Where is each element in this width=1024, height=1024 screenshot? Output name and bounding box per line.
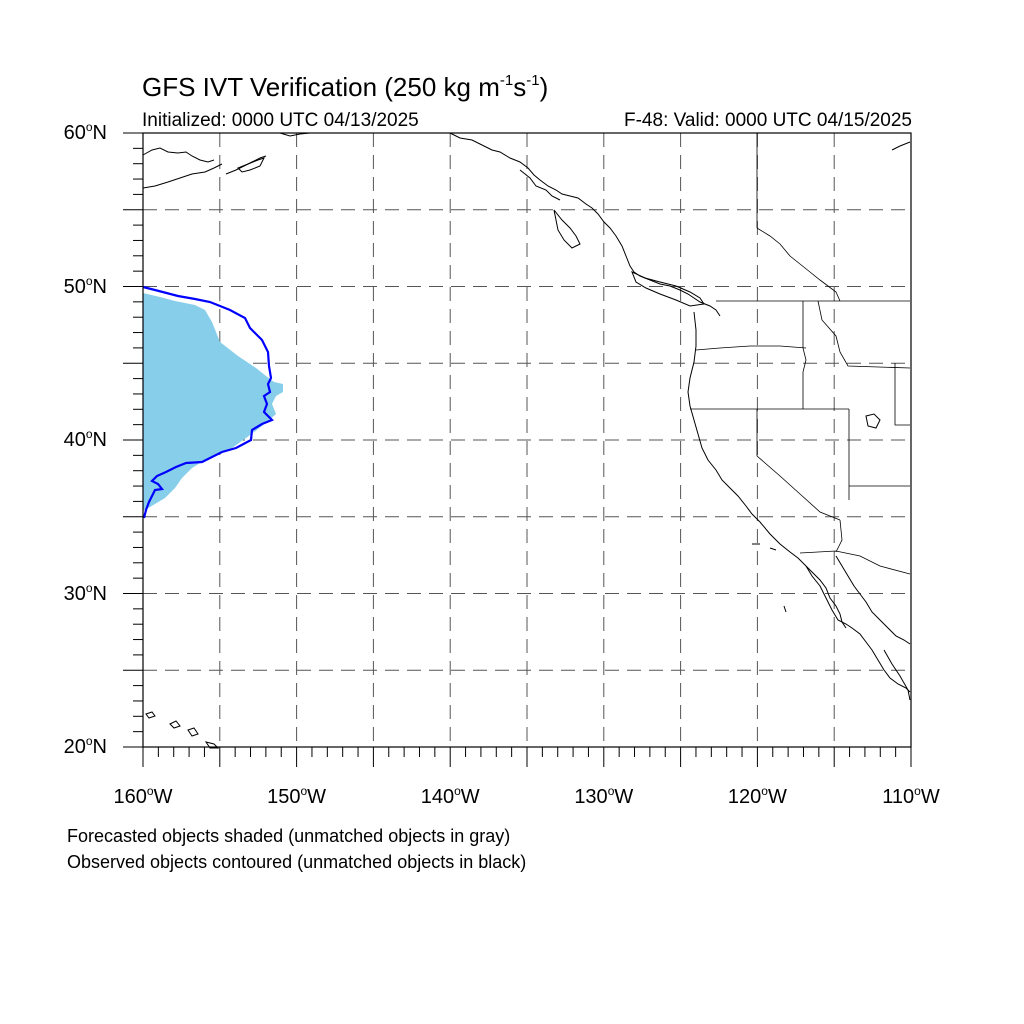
idaho-montana-border — [817, 300, 911, 369]
graticule — [143, 133, 911, 747]
hemisphere: W — [460, 786, 480, 808]
plot-frame — [142, 132, 912, 748]
hawaii-island-4 — [204, 741, 220, 749]
title-unit-s: s — [513, 72, 527, 102]
lon-label-120: 120oW — [707, 784, 807, 809]
bc-coast-detail — [519, 169, 561, 201]
gulf-of-california — [835, 555, 911, 645]
degree-sign: o — [85, 734, 93, 748]
hemisphere: N — [92, 429, 107, 451]
lat-value: 60 — [63, 122, 86, 144]
valid-time-label: F-48: Valid: 0000 UTC 04/15/2025 — [624, 110, 912, 131]
bc-islands — [553, 209, 581, 249]
initialized-label: Initialized: 0000 UTC 04/13/2025 — [142, 110, 419, 131]
lat-value: 50 — [63, 275, 86, 298]
alaska-south-coast — [142, 163, 223, 189]
wyoming-border — [894, 363, 910, 426]
political-borders — [690, 133, 911, 575]
coastlines — [142, 132, 911, 749]
hemisphere: W — [920, 786, 940, 808]
lat-label-30: 30oN — [17, 581, 107, 606]
lon-label-130: 130oW — [554, 784, 654, 809]
mexico-coast — [883, 649, 911, 701]
legend-forecast-note: Forecasted objects shaded (unmatched obj… — [67, 826, 511, 846]
hemisphere: W — [767, 786, 787, 808]
lon-value: 150 — [267, 786, 301, 808]
lon-value: 160 — [113, 786, 147, 808]
lon-label-150: 150oW — [247, 784, 347, 809]
lon-value: 110 — [882, 786, 915, 808]
degree-sign: o — [454, 784, 461, 798]
hemisphere: N — [92, 736, 107, 758]
hemisphere: W — [614, 786, 634, 808]
lon-label-110: 110oW — [861, 784, 961, 809]
idaho-west-border — [802, 301, 807, 409]
degree-sign: o — [607, 784, 615, 798]
legend-observed-note: Observed objects contoured (unmatched ob… — [67, 852, 527, 872]
degree-sign: o — [85, 273, 93, 288]
title-suffix: ) — [539, 72, 549, 102]
lat-value: 40 — [63, 429, 86, 451]
lon-label-140: 140oW — [400, 784, 500, 809]
west-coast — [687, 311, 847, 629]
hemisphere: N — [92, 122, 107, 144]
degree-sign: o — [914, 784, 921, 798]
lat-label-50: 50oN — [17, 274, 107, 299]
lat-value: 20 — [63, 736, 86, 758]
lat-label-60: 60oN — [17, 120, 107, 145]
alaska-peninsula-coast — [142, 147, 215, 163]
degree-sign: o — [300, 784, 308, 798]
title-exponent-2: -1 — [526, 72, 540, 89]
lon-value: 120 — [727, 786, 762, 808]
lon-value: 140 — [420, 786, 455, 808]
axis-ticks — [123, 132, 912, 767]
title-exponent-1: -1 — [499, 72, 514, 89]
degree-sign: o — [85, 427, 93, 441]
degree-sign: o — [761, 784, 768, 798]
hudson-area-coast — [891, 141, 911, 151]
washington-oregon-border — [695, 345, 807, 351]
hemisphere: N — [92, 582, 107, 605]
hawaii-island-3 — [187, 727, 199, 737]
degree-sign: o — [85, 580, 93, 595]
bc-alberta-border — [756, 227, 841, 302]
chart-title: GFS IVT Verification (250 kg m-1s-1) — [142, 72, 548, 103]
us-mexico-border — [799, 550, 911, 575]
kodiak-coast — [237, 157, 265, 173]
great-salt-lake — [865, 413, 881, 429]
observed-object-contour — [142, 285, 274, 519]
forecast-object-shading — [143, 293, 283, 510]
california-nevada-border — [756, 409, 841, 521]
channel-islands — [752, 543, 787, 613]
lon-value: 130 — [574, 786, 608, 808]
se-alaska-coast — [449, 132, 721, 317]
arizona-west-border — [835, 519, 843, 553]
hawaii-island-1 — [145, 711, 156, 719]
title-text: GFS IVT Verification (250 kg m — [142, 72, 500, 102]
hawaii-island-2 — [169, 720, 181, 729]
degree-sign: o — [85, 120, 93, 134]
hemisphere: W — [307, 786, 327, 808]
vancouver-island — [631, 271, 705, 307]
lat-value: 30 — [63, 582, 86, 605]
hemisphere: W — [153, 786, 173, 808]
lon-label-160: 160oW — [93, 784, 193, 809]
hemisphere: N — [92, 275, 107, 298]
lat-label-20: 20oN — [17, 734, 107, 759]
lat-label-40: 40oN — [17, 427, 107, 452]
degree-sign: o — [146, 784, 154, 798]
baja-california — [805, 565, 911, 693]
